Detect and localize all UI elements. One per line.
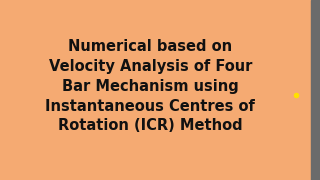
Text: Numerical based on
Velocity Analysis of Four
Bar Mechanism using
Instantaneous C: Numerical based on Velocity Analysis of … <box>45 39 255 134</box>
Bar <box>311 0 320 180</box>
